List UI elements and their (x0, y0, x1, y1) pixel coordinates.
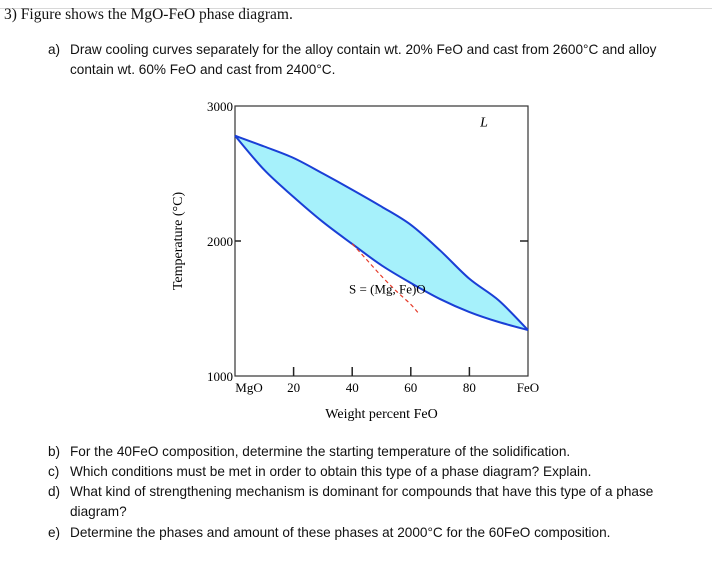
x-tick-label: FeO (517, 380, 539, 395)
phase-diagram: MgO 20 40 60 80 FeO 3000 2000 1000 Weight percent… (171, 99, 539, 422)
question-title: 3) Figure shows the MgO-FeO phase diagra… (4, 6, 293, 23)
part-label: d) (48, 484, 61, 499)
liquidus-curve (234, 134, 529, 331)
liquid-region-label: L (479, 115, 488, 130)
y-tick-label: 3000 (207, 99, 233, 114)
part-text: Determine the phases and amount of these… (70, 525, 611, 540)
x-tick-label: MgO (235, 380, 262, 395)
x-axis-label: Weight percent FeO (325, 407, 437, 422)
two-phase-region (235, 135, 528, 331)
part-b: b) For the 40FeO composition, determine … (48, 442, 690, 462)
part-text: Draw cooling curves separately for the a… (70, 42, 657, 77)
red-dashed-line (351, 243, 421, 315)
y-axis-label: Temperature (°C) (171, 192, 186, 291)
part-d: d) What kind of strengthening mechanism … (48, 482, 690, 522)
solidus-curve (234, 135, 529, 332)
toolbar-edge (0, 0, 712, 9)
part-text: Which conditions must be met in order to… (70, 464, 592, 479)
y-tick-label: 2000 (207, 234, 233, 249)
part-c: c) Which conditions must be met in order… (48, 462, 690, 482)
solid-region-label: S = (Mg, Fe)O (349, 282, 426, 297)
part-label: b) (48, 444, 61, 459)
x-tick-label: 60 (404, 380, 417, 395)
x-tick-label: 80 (463, 380, 476, 395)
part-label: c) (48, 464, 60, 479)
part-label: e) (48, 525, 61, 540)
part-label: a) (48, 42, 61, 57)
part-text: What kind of strengthening mechanism is … (70, 484, 654, 519)
x-tick-label: 20 (287, 380, 300, 395)
part-a: a) Draw cooling curves separately for th… (48, 40, 670, 80)
x-tick-label: 40 (346, 380, 359, 395)
y-tick-label: 1000 (207, 369, 233, 384)
part-e: e) Determine the phases and amount of th… (48, 523, 690, 543)
part-text: For the 40FeO composition, determine the… (70, 444, 571, 459)
